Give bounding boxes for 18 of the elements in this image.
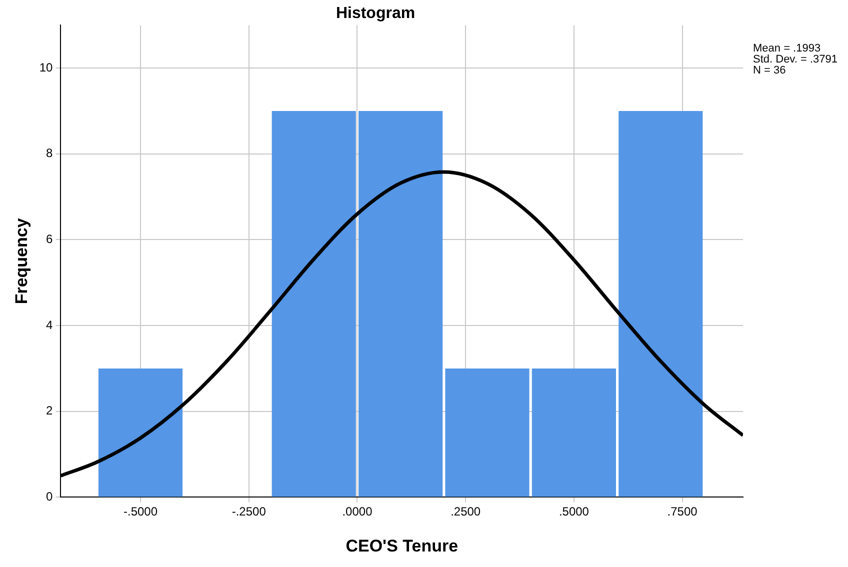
y-tick-label: 8 (46, 146, 54, 160)
x-tick-label: .0000 (342, 504, 373, 519)
y-axis-title: Frequency (12, 218, 31, 304)
y-tick-label: 4 (46, 318, 54, 332)
x-tick-label: -.2500 (232, 504, 266, 519)
text: N = 36 (753, 64, 786, 77)
x-tick-label: -.5000 (123, 504, 158, 519)
x-tick-label: .5000 (558, 504, 590, 519)
text: Std. Dev. = .3791 (753, 54, 838, 66)
x-tick-label: .2500 (450, 504, 481, 519)
chart-title: Histogram (336, 5, 416, 22)
x-axis-title: CEO'S Tenure (346, 536, 458, 556)
y-tick-label: 2 (46, 404, 54, 418)
y-tick-label: 6 (46, 232, 54, 246)
y-tick-label: 10 (39, 60, 54, 74)
text: Mean = .1993 (753, 42, 821, 55)
y-tick-label: 0 (46, 490, 54, 504)
x-tick-label: .7500 (667, 504, 698, 519)
